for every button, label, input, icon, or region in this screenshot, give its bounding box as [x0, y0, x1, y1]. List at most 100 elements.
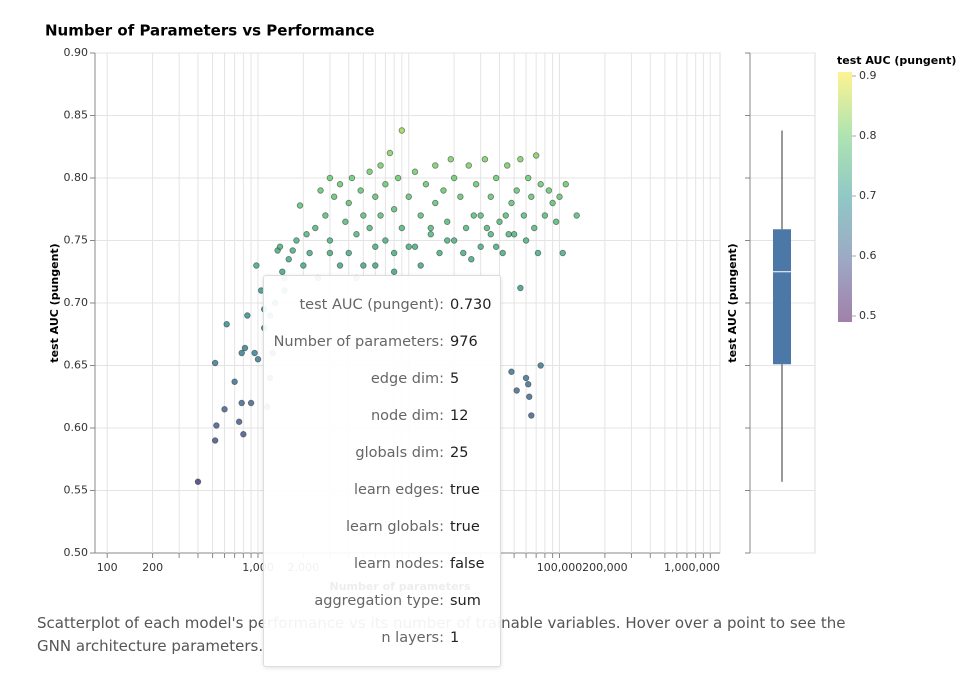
point [522, 374, 530, 382]
point [532, 152, 540, 159]
point [470, 212, 477, 219]
point [477, 212, 484, 219]
tooltip-row: test AUC (pungent): 0.730 [264, 297, 500, 317]
point [306, 249, 313, 257]
point [326, 174, 334, 182]
point [432, 162, 439, 169]
y-tick-label: 0.80 [64, 171, 89, 184]
tooltip-value: 25 [450, 445, 469, 461]
point [510, 231, 518, 238]
point [465, 162, 472, 169]
tooltip-row: globals dim: 25 [264, 445, 500, 465]
point [390, 268, 398, 275]
tooltip-key: test AUC (pungent): [299, 297, 444, 313]
point [440, 187, 447, 194]
point [417, 212, 424, 219]
tooltip-row: Number of parameters: 976 [264, 334, 500, 354]
tooltip-key: edge dim: [370, 371, 444, 387]
box-axis-title: test AUC (pungent) [726, 243, 739, 362]
point [508, 199, 515, 207]
point [360, 262, 367, 269]
point [211, 359, 219, 367]
point [450, 237, 458, 244]
point [417, 262, 424, 269]
point [372, 193, 379, 200]
point [254, 356, 262, 363]
point [238, 349, 245, 357]
point [499, 249, 506, 257]
point [432, 199, 439, 207]
point [487, 193, 494, 200]
point [405, 243, 412, 250]
point [556, 193, 563, 200]
point [505, 231, 512, 238]
point [447, 156, 454, 163]
point [345, 199, 352, 207]
point [496, 218, 503, 225]
point [382, 237, 389, 244]
point [460, 249, 467, 257]
tooltip-value: true [450, 519, 480, 535]
point [336, 262, 344, 269]
point [487, 231, 494, 238]
tooltip: test AUC (pungent): 0.730 Number of parame… [263, 275, 501, 667]
point [303, 231, 310, 238]
point [322, 212, 329, 219]
x-tick-label: 100 [97, 561, 118, 574]
point [444, 218, 451, 225]
point [411, 168, 419, 175]
point [405, 193, 412, 200]
point [296, 202, 304, 209]
point [513, 387, 520, 394]
point [549, 199, 556, 207]
point [398, 224, 406, 232]
point [213, 422, 220, 429]
point [336, 181, 344, 188]
tooltip-row: learn nodes: false [264, 556, 500, 576]
point [398, 127, 406, 134]
legend-label: 0.8 [859, 129, 877, 142]
x-tick-label: 200,000 [582, 561, 628, 574]
legend-label: 0.7 [859, 189, 877, 202]
point [241, 344, 249, 352]
point [522, 237, 530, 244]
legend-label: 0.6 [859, 249, 877, 262]
legend-gradient [838, 72, 852, 322]
tooltip-row: n layers: 1 [264, 630, 500, 650]
x-tick-label: 1,000,000 [664, 561, 720, 574]
point [342, 218, 349, 225]
tooltip-value: 5 [450, 371, 460, 387]
point [312, 224, 319, 232]
tooltip-value: 0.730 [450, 297, 492, 313]
tooltip-key: learn edges: [353, 482, 444, 498]
point [211, 437, 219, 444]
point [348, 174, 356, 182]
tooltip-row: learn edges: true [264, 482, 500, 502]
y-tick-label: 0.50 [64, 546, 89, 559]
point [293, 237, 300, 244]
point [444, 237, 451, 244]
point [513, 187, 520, 194]
point [427, 224, 434, 232]
point [366, 168, 373, 175]
point [382, 181, 389, 188]
point [357, 187, 364, 194]
point [573, 212, 580, 219]
point [317, 187, 324, 194]
point [562, 181, 569, 188]
tooltip-value: 12 [450, 408, 469, 424]
point [427, 231, 434, 238]
legend-title: test AUC (pungent) [837, 54, 956, 67]
point [481, 156, 489, 163]
point [353, 231, 360, 238]
point [390, 249, 398, 257]
point [517, 284, 524, 292]
point [534, 249, 542, 257]
point [345, 249, 352, 257]
point [422, 181, 430, 188]
point [240, 431, 247, 438]
point [492, 174, 500, 182]
point [559, 249, 566, 257]
tooltip-key: aggregation type: [314, 593, 444, 609]
